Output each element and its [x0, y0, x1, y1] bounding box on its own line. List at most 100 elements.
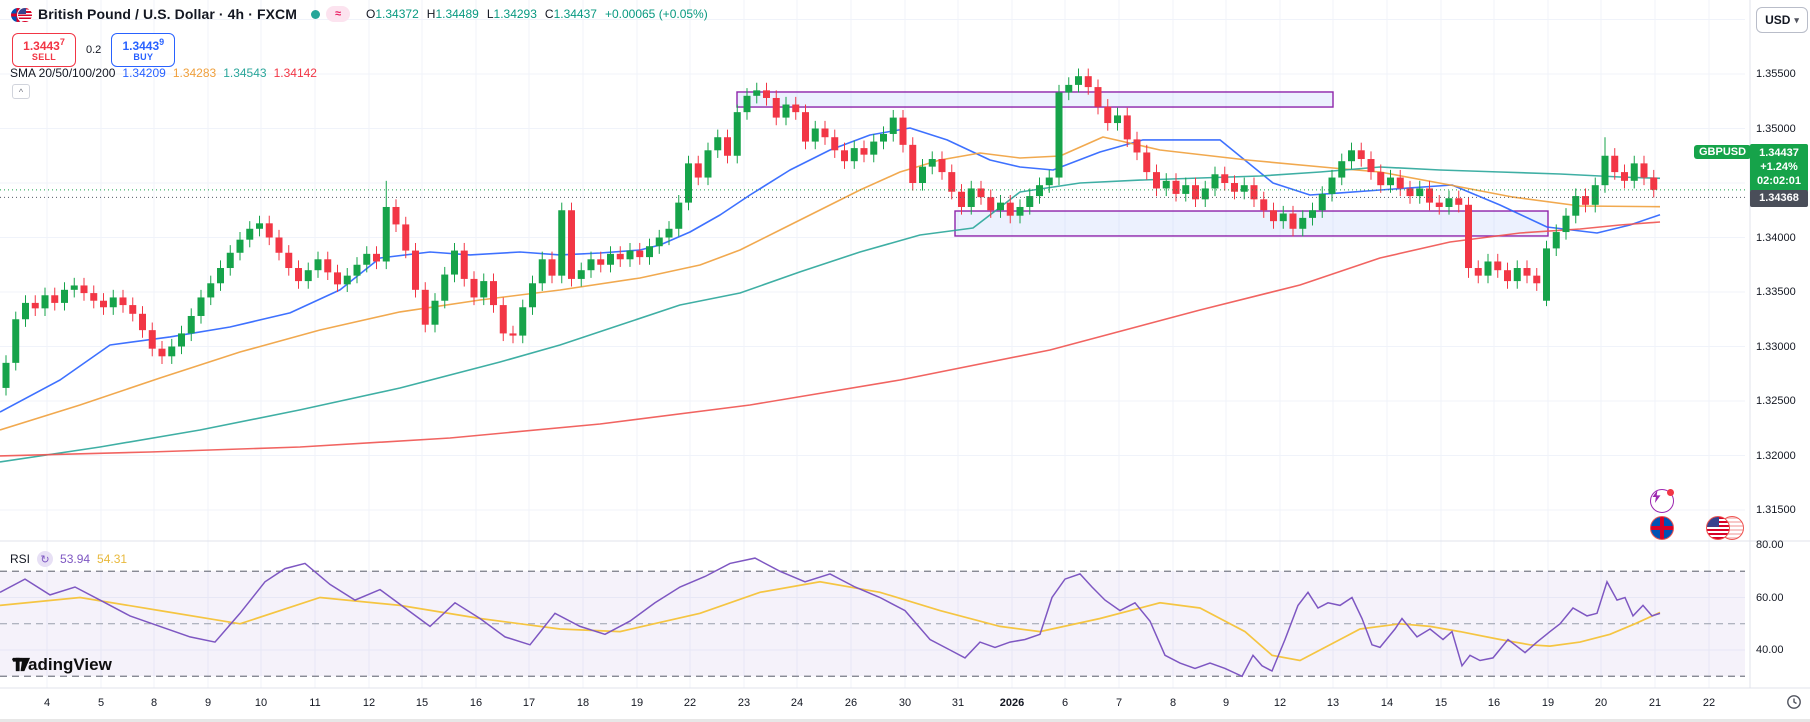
- candle: [295, 268, 302, 282]
- tradingview-logo[interactable]: TradingView: [12, 655, 112, 675]
- candle: [499, 305, 507, 334]
- candle: [1289, 213, 1297, 229]
- sma-value: 1.34543: [223, 66, 267, 80]
- flash-event-icon[interactable]: [1650, 489, 1674, 513]
- chevron-down-icon: ▾: [1794, 14, 1799, 25]
- collapse-legend-button[interactable]: ^: [12, 84, 30, 99]
- sma-value: 1.34142: [273, 66, 317, 80]
- candle: [1591, 185, 1599, 205]
- candle: [256, 223, 263, 229]
- rsi-ma-line: [0, 580, 1661, 662]
- candle: [1357, 150, 1365, 160]
- candle: [1114, 115, 1121, 124]
- candle: [314, 259, 322, 271]
- grid-layer: [0, 0, 1745, 688]
- time-axis-label: 4: [43, 697, 51, 709]
- timezone-clock-icon[interactable]: [1786, 694, 1802, 710]
- sma200-line: [0, 221, 1661, 457]
- candle: [1328, 177, 1336, 194]
- candle: [811, 128, 819, 142]
- time-axis-label: 23: [737, 697, 751, 709]
- time-axis-label: 12: [362, 697, 376, 709]
- candle: [217, 268, 224, 284]
- candle: [665, 228, 673, 238]
- sell-button[interactable]: 1.34437 SELL: [12, 33, 76, 67]
- candle: [412, 250, 419, 290]
- approx-badge-icon[interactable]: ≈: [326, 6, 351, 22]
- rsi-axis-label: 80.00: [1756, 539, 1784, 551]
- symbol-title[interactable]: British Pound / U.S. Dollar · 4h · FXCM: [38, 6, 298, 22]
- tradingview-label: TradingView: [12, 655, 112, 674]
- sma50-line: [0, 136, 1661, 431]
- time-axis-label: 22: [1702, 697, 1716, 709]
- uk-event-flag-icon[interactable]: [1650, 516, 1674, 540]
- us-event-flag-icon[interactable]: [1706, 516, 1730, 540]
- candle: [1523, 268, 1531, 276]
- candle: [304, 270, 312, 282]
- zone-box[interactable]: [736, 91, 1334, 108]
- time-axis-label: 18: [576, 697, 590, 709]
- separators: [0, 0, 1810, 689]
- price-axis-label: 1.33000: [1756, 340, 1796, 353]
- symbol-price-badge[interactable]: GBPUSD: [1694, 145, 1752, 159]
- candle: [714, 137, 722, 151]
- rsi-pane-layer: [0, 557, 1745, 678]
- supply-demand-zones: [736, 91, 1549, 237]
- candle: [636, 250, 644, 258]
- currency-selector[interactable]: USD ▾: [1756, 7, 1808, 33]
- candle: [1036, 185, 1043, 197]
- ohlc-readout: O1.34372 H1.34489 L1.34293 C1.34437 +0.0…: [366, 7, 708, 21]
- candle: [363, 253, 371, 265]
- candle: [948, 172, 956, 192]
- candle: [1318, 193, 1326, 211]
- window-edge: [0, 719, 1810, 722]
- candle: [392, 206, 400, 225]
- candle: [373, 253, 380, 262]
- candle: [1630, 163, 1638, 181]
- price-lines-layer: [0, 189, 1745, 198]
- buy-button[interactable]: 1.34439 BUY: [111, 33, 176, 67]
- candle: [324, 259, 332, 273]
- candle: [568, 210, 575, 279]
- candle: [704, 150, 712, 178]
- rsi-refresh-icon: ↻: [37, 551, 54, 567]
- sma-value: 1.34283: [172, 66, 217, 80]
- bid-price-label: 1.34368: [1750, 190, 1808, 207]
- candle: [90, 293, 98, 301]
- candle: [1270, 210, 1277, 222]
- high-value: 1.34489: [435, 7, 479, 21]
- time-axis-label: 14: [1380, 697, 1394, 709]
- time-axis-label: 9: [1222, 697, 1230, 709]
- candle: [928, 159, 936, 167]
- candle: [509, 333, 517, 336]
- candle: [1484, 261, 1492, 276]
- candle: [70, 285, 78, 290]
- rsi-legend[interactable]: RSI ↻ 53.94 54.31: [10, 551, 134, 567]
- rsi-value: 53.94: [60, 552, 91, 566]
- candle: [529, 283, 536, 308]
- zone-box[interactable]: [954, 210, 1549, 237]
- candle: [831, 137, 839, 151]
- candle: [792, 104, 800, 113]
- candle: [753, 90, 761, 96]
- candle: [265, 223, 273, 238]
- last-price-label[interactable]: 1.34437 +1.24% 02:02:01: [1750, 144, 1808, 192]
- symbol-header: British Pound / U.S. Dollar · 4h · FXCM …: [10, 6, 708, 23]
- price-axis-label: 1.35000: [1756, 122, 1796, 135]
- candle: [12, 319, 20, 363]
- candle: [197, 297, 205, 316]
- candle: [1611, 155, 1619, 173]
- candle: [1504, 270, 1511, 282]
- candle: [1396, 177, 1404, 189]
- candle: [1250, 185, 1258, 200]
- candle: [246, 228, 254, 240]
- candle: [1552, 232, 1560, 249]
- candle: [334, 272, 341, 285]
- sma-legend[interactable]: SMA 20/50/100/200 1.34209 1.34283 1.34543 1…: [10, 66, 324, 80]
- candle: [616, 253, 624, 260]
- candle: [22, 302, 29, 320]
- candle: [1445, 198, 1453, 207]
- candle: [1601, 155, 1609, 186]
